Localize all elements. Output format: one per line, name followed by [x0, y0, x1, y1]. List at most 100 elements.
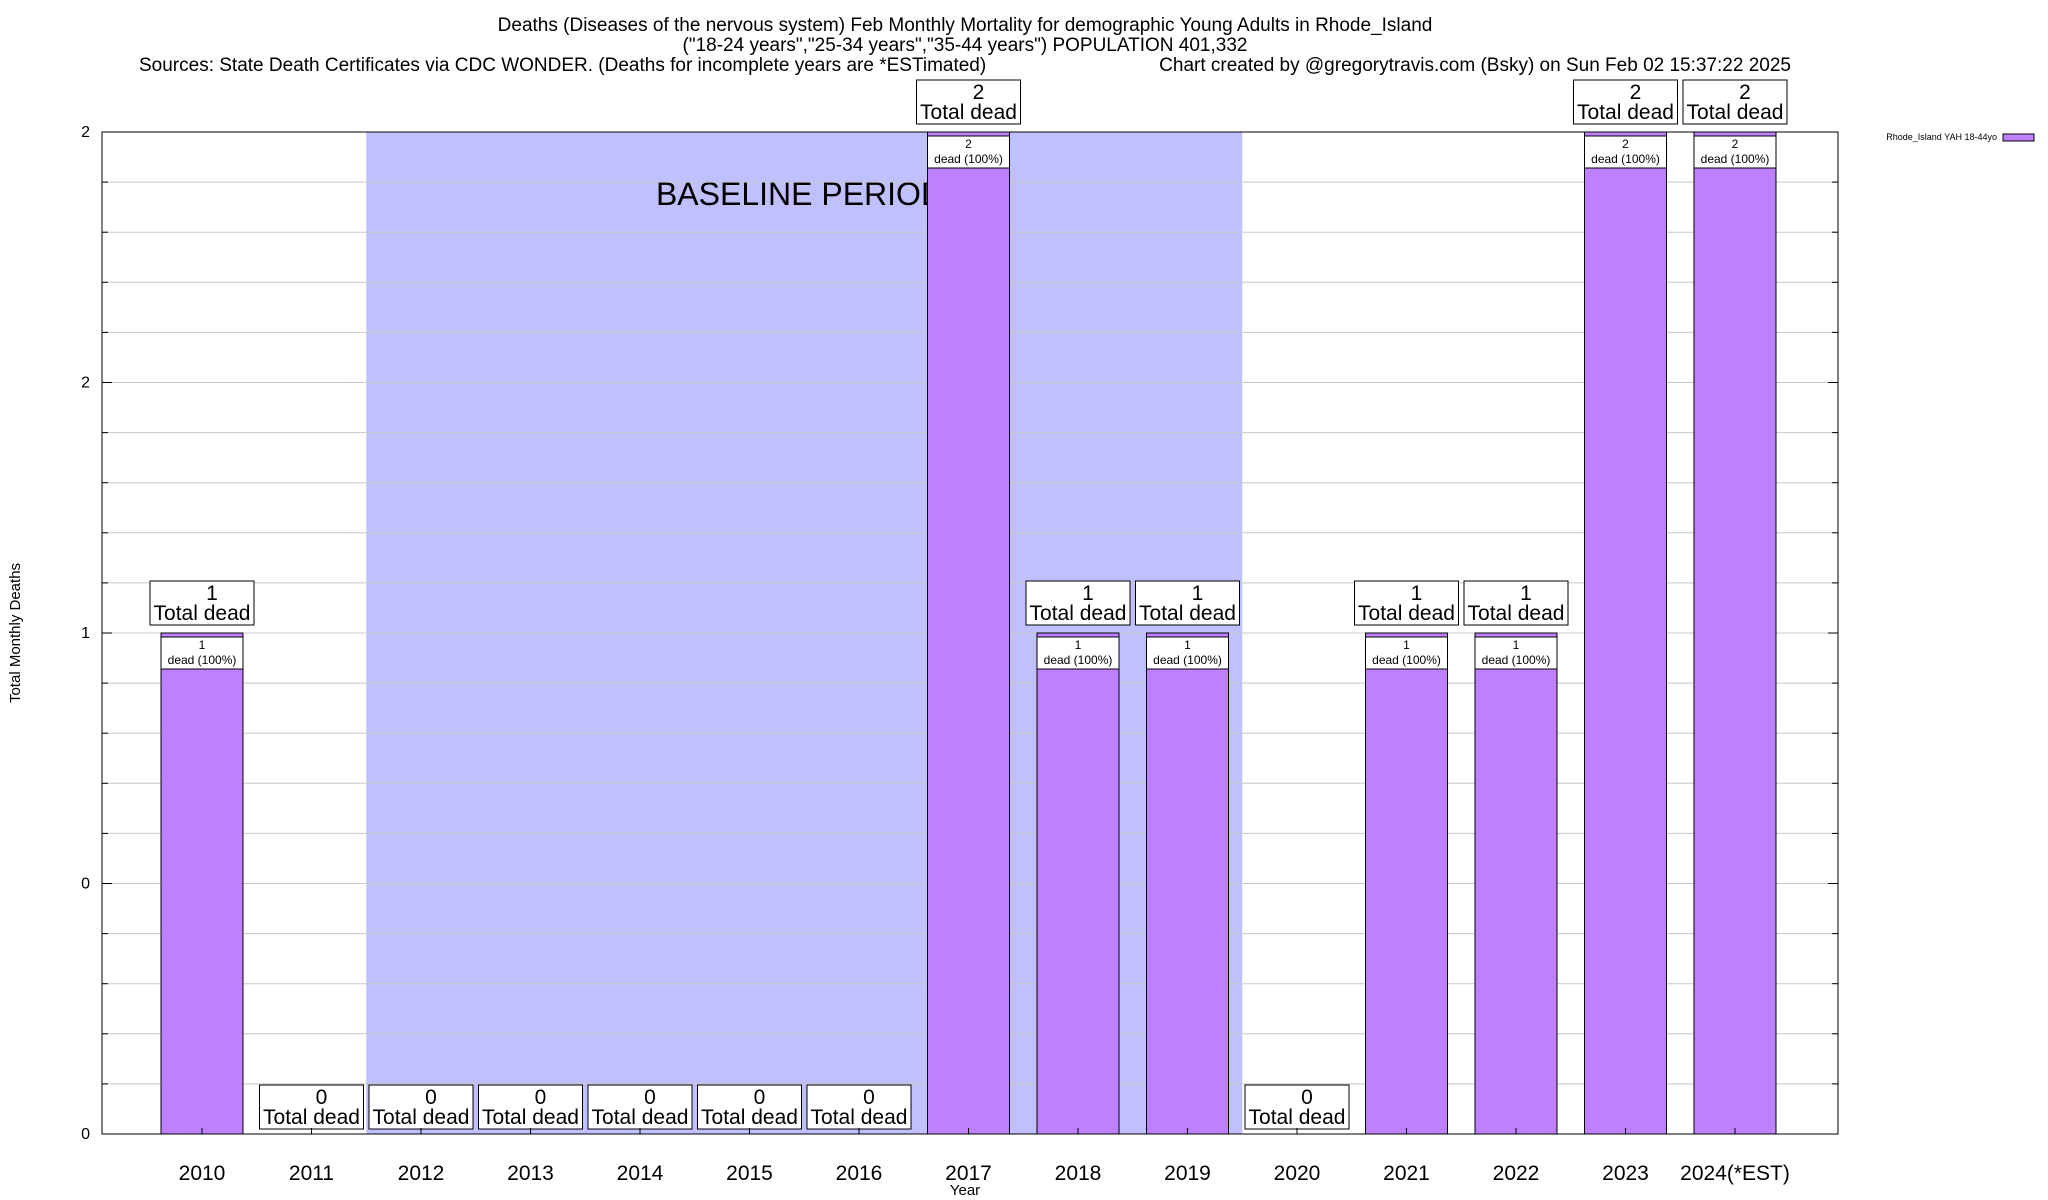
total-label-box: [1135, 580, 1240, 626]
total-label-count: 0: [316, 1086, 328, 1109]
total-label-count: 1: [1082, 582, 1094, 605]
x-tick-label: 2015: [726, 1162, 773, 1185]
total-label-box: [1682, 79, 1788, 125]
bar: [1474, 632, 1558, 1135]
total-label-count: 2: [973, 81, 985, 104]
y-tick-label: 2: [81, 375, 90, 392]
x-tick-label: 2017: [945, 1162, 992, 1185]
total-label-text: Total dead: [1468, 602, 1565, 625]
x-tick-label: 2013: [507, 1162, 554, 1185]
inner-label-box: [160, 636, 244, 670]
total-label-text: Total dead: [1030, 602, 1127, 625]
inner-label-count: 1: [1184, 638, 1191, 652]
x-tick-label: 2019: [1164, 1162, 1211, 1185]
x-tick-label: 2024(*EST): [1680, 1162, 1790, 1185]
x-tick-label: 2021: [1383, 1162, 1430, 1185]
total-label-text: Total dead: [1358, 602, 1455, 625]
inner-label-box: [1146, 636, 1229, 670]
total-label-count: 1: [1192, 582, 1204, 605]
y-tick-label: 1: [81, 625, 90, 642]
inner-label-count: 1: [1075, 638, 1082, 652]
inner-label-box: [1036, 636, 1120, 670]
total-label-text: Total dead: [482, 1106, 579, 1129]
x-tick-label: 2016: [836, 1162, 883, 1185]
baseline-label: BASELINE PERIOD: [656, 176, 944, 212]
legend-swatch: [2002, 133, 2035, 142]
inner-label-box: [927, 135, 1010, 169]
total-label-box: [149, 580, 255, 626]
inner-label-box: [1474, 636, 1558, 670]
inner-label-text: dead (100%): [1153, 653, 1222, 667]
total-label-count: 0: [1301, 1086, 1313, 1109]
y-tick-label: 0: [81, 1126, 90, 1143]
total-label-count: 0: [535, 1086, 547, 1109]
bar: [1584, 131, 1667, 1135]
inner-label-text: dead (100%): [1044, 653, 1113, 667]
total-label-text: Total dead: [1577, 101, 1674, 124]
total-label-box: [587, 1084, 693, 1130]
bar: [160, 632, 244, 1135]
chart-credit: Chart created by @gregorytravis.com (Bsk…: [1159, 55, 1791, 76]
total-label-text: Total dead: [592, 1106, 689, 1129]
total-label-box: [697, 1084, 802, 1130]
total-label-text: Total dead: [1687, 101, 1784, 124]
inner-label-text: dead (100%): [1372, 653, 1441, 667]
total-label-count: 1: [1520, 582, 1532, 605]
x-tick-label: 2018: [1055, 1162, 1102, 1185]
legend: Rhode_Island YAH 18-44yo: [1886, 132, 2035, 142]
plot-frame: [101, 131, 1839, 1135]
total-label-box: [1573, 79, 1678, 125]
inner-label-text: dead (100%): [1482, 653, 1551, 667]
total-label-text: Total dead: [701, 1106, 798, 1129]
chart-title: Deaths (Diseases of the nervous system) …: [498, 15, 1433, 36]
total-label-box: [1244, 1084, 1350, 1130]
chart-sources: Sources: State Death Certificates via CD…: [139, 55, 986, 76]
total-label-box: [1025, 580, 1131, 626]
inner-label-text: dead (100%): [1701, 152, 1770, 166]
total-label-count: 1: [206, 582, 218, 605]
y-axis-title: Total Monthly Deaths: [7, 563, 24, 703]
x-axis-title: Year: [950, 1182, 980, 1199]
total-label-text: Total dead: [154, 602, 251, 625]
bar: [1146, 632, 1229, 1135]
total-label-box: [368, 1084, 474, 1130]
total-label-count: 0: [644, 1086, 656, 1109]
bar: [1693, 131, 1777, 1135]
bar: [1365, 632, 1448, 1135]
inner-label-count: 2: [1622, 137, 1629, 151]
x-tick-label: 2011: [289, 1162, 334, 1185]
x-tick-label: 2010: [179, 1162, 226, 1185]
total-label-count: 0: [863, 1086, 875, 1109]
inner-label-count: 1: [1403, 638, 1410, 652]
y-tick-label: 0: [81, 876, 90, 893]
inner-label-box: [1693, 135, 1777, 169]
inner-label-text: dead (100%): [168, 653, 237, 667]
total-label-box: [916, 79, 1021, 125]
legend-entry-label: Rhode_Island YAH 18-44yo: [1886, 132, 1997, 142]
x-tick-label: 2020: [1274, 1162, 1321, 1185]
bar: [1036, 632, 1120, 1135]
x-tick-label: 2012: [398, 1162, 445, 1185]
x-tick-label: 2014: [617, 1162, 664, 1185]
bar: [927, 131, 1010, 1135]
inner-label-count: 2: [1732, 137, 1739, 151]
total-label-count: 2: [1739, 81, 1751, 104]
total-label-count: 1: [1411, 582, 1423, 605]
total-label-text: Total dead: [1139, 602, 1236, 625]
total-label-text: Total dead: [920, 101, 1017, 124]
inner-label-count: 1: [1513, 638, 1520, 652]
x-tick-label: 2023: [1602, 1162, 1649, 1185]
total-label-text: Total dead: [1249, 1106, 1346, 1129]
inner-label-text: dead (100%): [934, 152, 1003, 166]
inner-label-text: dead (100%): [1591, 152, 1660, 166]
y-tick-label: 2: [81, 124, 90, 141]
total-label-text: Total dead: [811, 1106, 908, 1129]
total-label-box: [1463, 580, 1569, 626]
total-label-count: 0: [754, 1086, 766, 1109]
total-label-text: Total dead: [263, 1106, 360, 1129]
inner-label-box: [1365, 636, 1448, 670]
inner-label-box: [1584, 135, 1667, 169]
chart-subtitle: ("18-24 years","25-34 years","35-44 year…: [683, 35, 1248, 56]
total-label-count: 0: [425, 1086, 437, 1109]
